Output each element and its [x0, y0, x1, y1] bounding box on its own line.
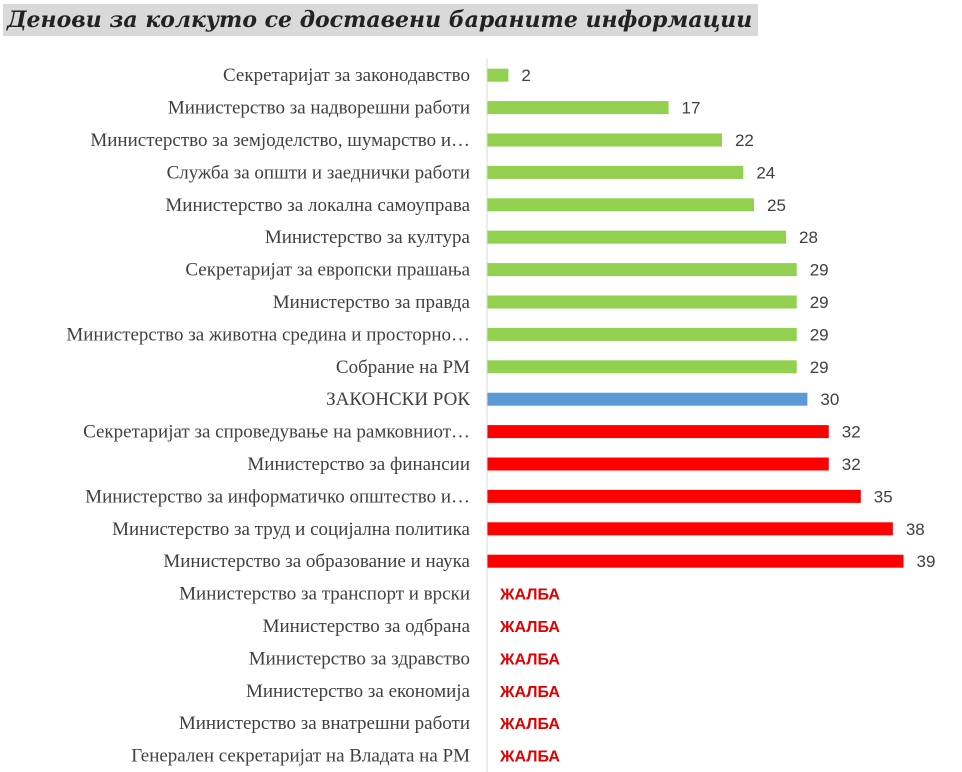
bar [487, 295, 797, 309]
value-labels-group: 2172224252829292929303232353839ЖАЛБАЖАЛБ… [499, 66, 935, 765]
appeal-label: ЖАЛБА [499, 619, 560, 636]
appeal-label: ЖАЛБА [499, 716, 560, 733]
category-label: Секретаријат за законодавство [223, 65, 470, 86]
value-label: 28 [799, 228, 818, 247]
category-label: Министерство за земјоделство, шумарство … [90, 130, 470, 151]
chart-title-box: Денови за колкуто се доставени бараните … [3, 4, 759, 36]
value-label: 32 [842, 455, 861, 474]
value-label: 35 [874, 487, 893, 506]
category-label: Генерален секретаријат на Владата на РМ [131, 746, 470, 767]
category-labels-group: Секретаријат за законодавство Министерств… [66, 65, 470, 766]
value-label: 29 [810, 261, 829, 280]
appeal-label: ЖАЛБА [499, 587, 560, 604]
bar [487, 489, 861, 503]
category-label: Министерство за труд и социјална политик… [112, 519, 470, 540]
bar [487, 230, 787, 244]
value-label: 39 [917, 552, 936, 571]
bar [487, 68, 509, 82]
category-label: Министерство за образование и наука [163, 551, 470, 572]
bar [487, 457, 829, 471]
value-label: 24 [756, 163, 775, 182]
value-label: 29 [810, 325, 829, 344]
category-label: Министерство за здравство [249, 648, 470, 669]
bar [487, 360, 797, 374]
bar [487, 327, 797, 341]
bar [487, 263, 797, 277]
category-label: Министерство за економија [246, 681, 471, 702]
appeal-label: ЖАЛБА [499, 684, 560, 701]
bar [487, 425, 829, 439]
category-label: Министерство за внатрешни работи [179, 713, 470, 734]
value-label: 2 [521, 66, 530, 85]
appeal-label: ЖАЛБА [499, 749, 560, 766]
category-label: Секретаријат за спроведување на рамковни… [83, 422, 470, 443]
value-label: 17 [682, 99, 701, 118]
value-label: 30 [820, 390, 839, 409]
category-label: Служба за општи и заеднички работи [167, 162, 470, 183]
chart-title: Денови за колкуто се доставени бараните … [7, 7, 753, 33]
value-label: 32 [842, 423, 861, 442]
category-label: ЗАКОНСКИ РОК [326, 389, 470, 410]
bar [487, 522, 893, 536]
value-label: 22 [735, 131, 754, 150]
bars-group [487, 68, 904, 568]
category-label: Секретаријат за европски прашања [185, 260, 470, 281]
bar [487, 133, 722, 147]
category-label: Министерство за животна средина и просто… [66, 324, 470, 345]
bar [487, 101, 669, 115]
category-label: Министерство за локална самоуправа [165, 195, 470, 216]
value-label: 25 [767, 196, 786, 215]
value-label: 38 [906, 520, 925, 539]
category-label: Министерство за правда [273, 292, 471, 313]
deadline-bar [487, 392, 808, 406]
category-label: Министерство за финансии [247, 454, 470, 475]
value-label: 29 [810, 293, 829, 312]
bar [487, 554, 904, 568]
appeal-label: ЖАЛБА [499, 651, 560, 668]
value-label: 29 [810, 358, 829, 377]
bar [487, 198, 754, 212]
category-label: Министерство за транспорт и врски [179, 584, 470, 605]
category-label: Министерство за одбрана [263, 616, 471, 637]
category-label: Собрание на РМ [336, 357, 470, 378]
category-label: Министерство за информатичко општество и… [85, 486, 470, 507]
category-label: Министерство за култура [265, 227, 471, 248]
bar [487, 165, 744, 179]
category-label: Министерство за надворешни работи [168, 98, 470, 119]
